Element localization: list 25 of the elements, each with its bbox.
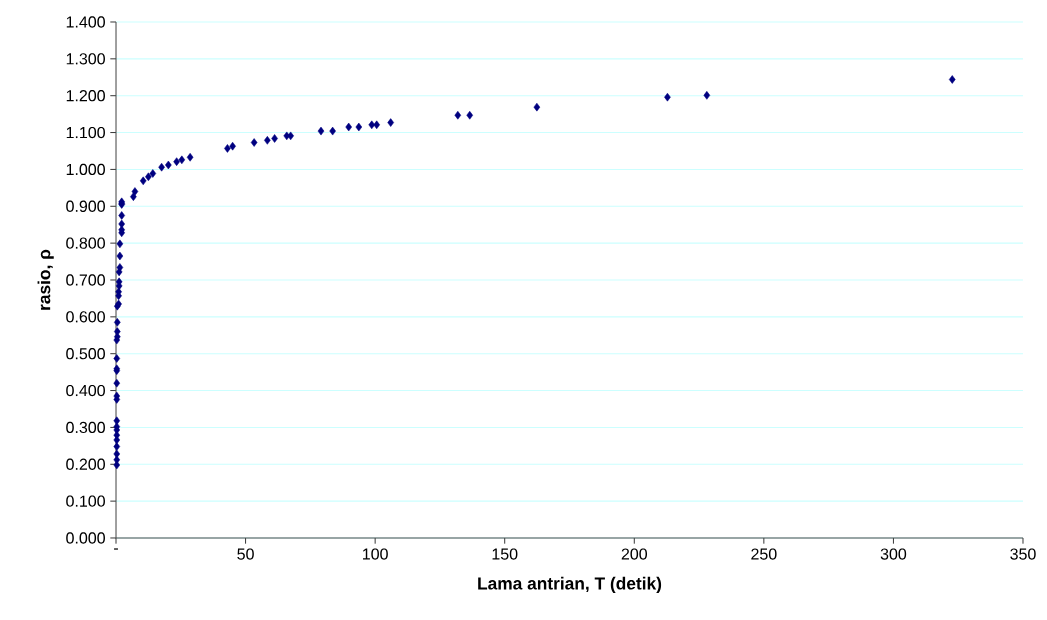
x-tick-label: 250 [751, 548, 777, 560]
y-tick-label: 0.400 [66, 384, 105, 397]
x-tick-label: 150 [492, 548, 518, 560]
y-tick-label: 1.300 [66, 53, 105, 65]
x-axis-title: Lama antrian, T (detik) [478, 576, 662, 594]
y-tick-label: 0.300 [66, 421, 105, 434]
y-tick-label: 1.100 [66, 126, 105, 139]
y-axis-title: rasio, ρ [37, 249, 54, 310]
x-tick-label: 300 [880, 548, 907, 560]
y-tick-label: 1.400 [66, 16, 105, 28]
y-tick-label: 0.600 [66, 311, 105, 323]
x-tick-label: 350 [1010, 548, 1036, 560]
x-tick-label: 50 [237, 548, 254, 560]
y-tick-label: 0.800 [66, 237, 105, 249]
x-tick-label: 100 [363, 548, 388, 560]
y-tick-label: 0.200 [66, 458, 105, 470]
y-tick-label: 0.500 [66, 348, 105, 360]
x-tick-label: 200 [621, 548, 648, 560]
y-tick-label: 0.100 [66, 495, 105, 507]
y-tick-label: 0.000 [66, 532, 105, 544]
y-tick-label: 1.200 [66, 90, 105, 102]
y-tick-label: 1.000 [66, 163, 105, 176]
y-tick-label: 0.900 [66, 200, 105, 212]
y-tick-label: 0.700 [66, 274, 105, 286]
x-tick-label: - [114, 548, 118, 550]
